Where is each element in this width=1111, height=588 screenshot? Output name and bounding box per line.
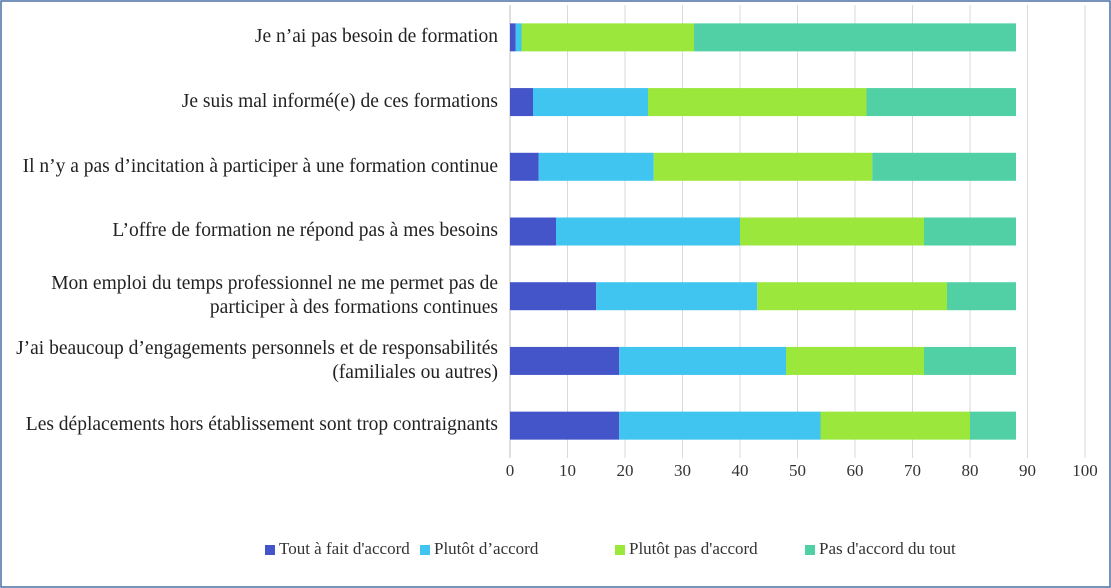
- bar-segment: [653, 152, 873, 181]
- y-tick-label: Les déplacements hors établissement sont…: [25, 414, 498, 436]
- bar-segment: [694, 23, 1016, 52]
- bar-segment: [538, 152, 654, 181]
- x-tick-label: 20: [617, 461, 634, 480]
- x-tick-label: 40: [732, 461, 749, 480]
- legend-swatch: [805, 545, 815, 555]
- legend-swatch: [265, 545, 275, 555]
- x-tick-label: 30: [674, 461, 691, 480]
- bar-segment: [740, 217, 924, 246]
- bar-segment: [924, 217, 1016, 246]
- x-tick-label: 80: [962, 461, 979, 480]
- bar-segment: [510, 23, 516, 52]
- bar-segment: [648, 88, 867, 117]
- bar-segment: [757, 282, 947, 311]
- legend-label: Plutôt pas d'accord: [629, 539, 758, 558]
- bar-segment: [510, 152, 539, 181]
- legend-label: Tout à fait d'accord: [279, 539, 410, 558]
- x-tick-label: 90: [1019, 461, 1036, 480]
- bar-segment: [866, 88, 1016, 117]
- y-tick-label: Mon emploi du temps professionnel ne me …: [51, 272, 498, 319]
- bar-segment: [510, 88, 533, 117]
- legend-label: Pas d'accord du tout: [819, 539, 956, 558]
- y-tick-label: Je n’ai pas besoin de formation: [254, 26, 498, 48]
- y-tick-label: J’ai beaucoup d’engagements personnels e…: [16, 337, 498, 383]
- bar-segment: [521, 23, 694, 52]
- y-tick-label: Il n’y a pas d’incitation à participer à…: [22, 155, 498, 177]
- legend-swatch: [615, 545, 625, 555]
- bar-segment: [820, 411, 970, 440]
- bar-segment: [924, 346, 1016, 375]
- x-tick-label: 100: [1072, 461, 1098, 480]
- x-tick-label: 50: [789, 461, 806, 480]
- bar-segment: [619, 411, 821, 440]
- bar-segment: [510, 217, 556, 246]
- bar-segment: [619, 346, 786, 375]
- bar-segment: [510, 411, 620, 440]
- bar-segment: [970, 411, 1016, 440]
- bar-segment: [515, 23, 522, 52]
- bar-segment: [533, 88, 648, 117]
- y-tick-label: Je suis mal informé(e) de ces formations: [181, 90, 498, 112]
- bar-segment: [786, 346, 924, 375]
- bar-segment: [556, 217, 740, 246]
- legend-swatch: [420, 545, 430, 555]
- bar-segment: [872, 152, 1016, 181]
- legend-label: Plutôt d’accord: [434, 539, 539, 558]
- y-tick-label: L’offre de formation ne répond pas à mes…: [112, 220, 498, 242]
- x-tick-label: 60: [847, 461, 864, 480]
- bar-segment: [510, 346, 620, 375]
- bar-segment: [596, 282, 758, 311]
- x-tick-label: 70: [904, 461, 921, 480]
- x-tick-label: 10: [559, 461, 576, 480]
- bar-segment: [947, 282, 1016, 311]
- x-tick-label: 0: [506, 461, 515, 480]
- bar-segment: [510, 282, 597, 311]
